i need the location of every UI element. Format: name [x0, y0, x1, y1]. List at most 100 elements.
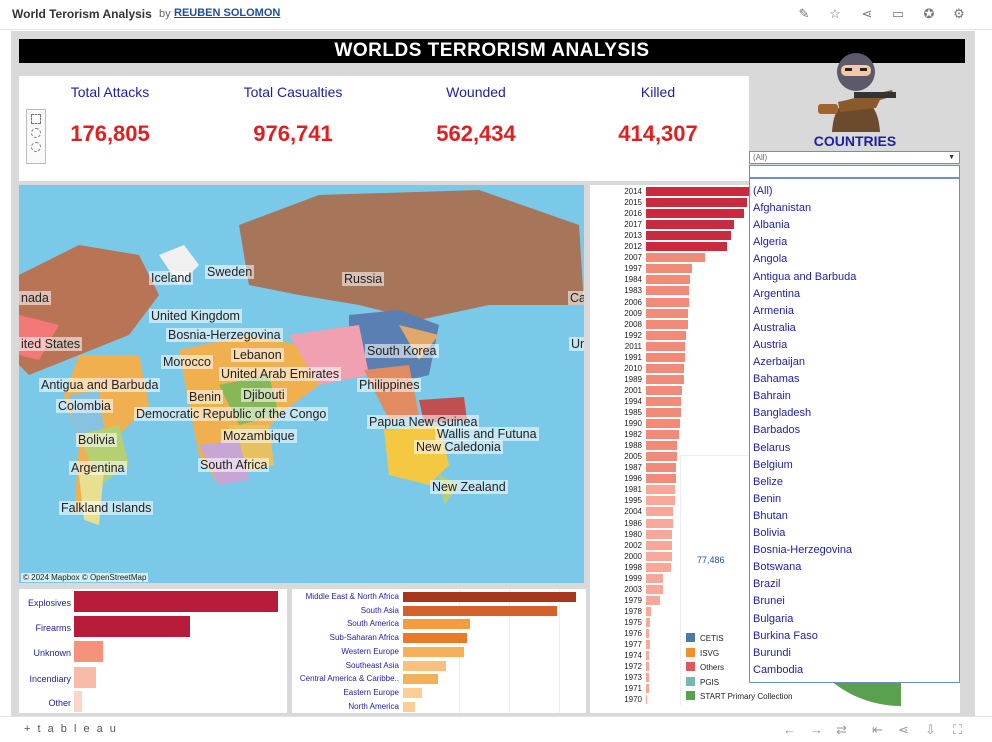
country-option[interactable]: Algeria [753, 236, 788, 249]
year-bar[interactable] [646, 341, 685, 351]
attack-type-bar[interactable] [74, 691, 83, 712]
country-option[interactable]: Bahamas [753, 373, 800, 386]
year-bar[interactable] [646, 562, 671, 572]
year-bar[interactable] [646, 684, 649, 694]
year-bar[interactable] [646, 209, 744, 219]
country-option[interactable]: Bosnia-Herzegovina [753, 544, 853, 557]
year-row[interactable]: 1981 [590, 484, 950, 495]
year-bar[interactable] [646, 286, 689, 296]
year-row[interactable]: 2001 [590, 385, 950, 396]
country-search-input[interactable] [749, 165, 960, 178]
year-row[interactable]: 1975 [590, 617, 950, 628]
tableau-logo[interactable]: + t a b l e a u [24, 723, 118, 735]
lasso-select-icon[interactable] [31, 142, 41, 152]
year-row[interactable]: 2009 [590, 308, 950, 319]
year-row[interactable]: 2013 [590, 230, 950, 241]
year-row[interactable]: 2011 [590, 341, 950, 352]
year-bar[interactable] [646, 651, 649, 661]
year-bar[interactable] [646, 374, 684, 384]
year-row[interactable]: 2006 [590, 297, 950, 308]
year-row[interactable]: 2014 [590, 186, 950, 197]
attack-type-bar[interactable] [74, 616, 191, 637]
year-row[interactable]: 1988 [590, 440, 950, 451]
country-option[interactable]: Bahrain [753, 390, 791, 403]
year-row[interactable]: 1984 [590, 274, 950, 285]
country-option[interactable]: Benin [753, 492, 782, 505]
year-bar[interactable] [646, 695, 648, 705]
year-bar[interactable] [646, 352, 685, 362]
year-row[interactable]: 1978 [590, 606, 950, 617]
year-bar[interactable] [646, 496, 675, 506]
country-option[interactable]: Belize [753, 475, 783, 488]
attack-type-bar[interactable] [74, 667, 97, 688]
year-row[interactable]: 1972 [590, 661, 950, 672]
pause-icon[interactable]: ⇤ [872, 722, 883, 737]
region-bar[interactable] [403, 687, 423, 698]
year-bar[interactable] [646, 319, 688, 329]
region-bar[interactable] [403, 701, 416, 712]
year-bar[interactable] [646, 540, 672, 550]
year-bar[interactable] [646, 595, 661, 605]
year-bar[interactable] [646, 529, 672, 539]
country-option[interactable]: Australia [753, 321, 796, 334]
year-row[interactable]: 1996 [590, 473, 950, 484]
year-row[interactable]: 2008 [590, 319, 950, 330]
year-row[interactable]: 2004 [590, 506, 950, 517]
region-bar[interactable] [403, 674, 438, 685]
year-row[interactable]: 2005 [590, 451, 950, 462]
year-row[interactable]: 1989 [590, 374, 950, 385]
attack-type-bar[interactable] [74, 591, 278, 612]
year-bar[interactable] [646, 629, 649, 638]
legend-item[interactable]: Others [686, 662, 724, 673]
country-option[interactable]: Bangladesh [753, 407, 812, 420]
country-option[interactable]: Azerbaijan [753, 356, 805, 368]
redo-icon[interactable]: → [810, 722, 823, 737]
year-row[interactable]: 1997 [590, 263, 950, 274]
country-option[interactable]: Bulgaria [753, 612, 794, 625]
year-row[interactable]: 1995 [590, 495, 950, 506]
year-row[interactable]: 1976 [590, 628, 950, 639]
year-row[interactable]: 2016 [590, 208, 950, 219]
country-option[interactable]: Armenia [753, 304, 794, 317]
rect-select-icon[interactable] [31, 114, 41, 124]
year-bar[interactable] [646, 551, 672, 561]
year-row[interactable]: 1991 [590, 352, 950, 363]
year-row[interactable]: 2003 [590, 584, 950, 595]
year-bar[interactable] [646, 220, 735, 230]
country-option[interactable]: Austria [753, 338, 788, 351]
download-icon[interactable]: ⇩ [925, 722, 936, 737]
country-option[interactable]: Brazil [753, 578, 781, 591]
year-bar[interactable] [646, 485, 675, 495]
year-bar[interactable] [646, 507, 674, 517]
region-bar[interactable] [403, 660, 447, 671]
year-bar[interactable] [646, 198, 748, 208]
country-option[interactable]: Argentina [753, 287, 801, 300]
year-row[interactable]: 1982 [590, 429, 950, 440]
country-list[interactable]: (All) Afghanistan Albania Algeria Angola Anti… [749, 178, 960, 683]
attack-type-bar[interactable] [74, 641, 103, 662]
region-bar[interactable] [403, 646, 464, 657]
year-row[interactable]: 2002 [590, 540, 950, 551]
country-option[interactable]: Bhutan [753, 509, 788, 522]
region-bar[interactable] [403, 592, 576, 602]
year-bar[interactable] [646, 518, 674, 528]
country-option[interactable]: Botswana [753, 561, 802, 574]
country-option[interactable]: Belarus [753, 441, 791, 454]
country-option[interactable]: Burkina Faso [753, 629, 818, 642]
year-row[interactable]: 2000 [590, 551, 950, 562]
year-bar[interactable] [646, 617, 650, 627]
year-row[interactable]: 2010 [590, 363, 950, 374]
revert-icon[interactable]: ⇄ [836, 722, 847, 737]
country-option[interactable]: Cambodia [753, 663, 804, 676]
share-icon[interactable]: ⋖ [861, 6, 873, 21]
year-row[interactable]: 1977 [590, 639, 950, 650]
year-bar[interactable] [646, 187, 753, 196]
year-row[interactable]: 1974 [590, 650, 950, 661]
year-row[interactable]: 1983 [590, 285, 950, 296]
settings-icon[interactable]: ⚙ [953, 6, 965, 21]
year-bar[interactable] [646, 264, 692, 274]
star-icon[interactable]: ☆ [829, 6, 841, 21]
country-option[interactable]: Bolivia [753, 527, 786, 539]
year-row[interactable]: 1971 [590, 683, 950, 694]
region-bar[interactable] [403, 619, 471, 630]
